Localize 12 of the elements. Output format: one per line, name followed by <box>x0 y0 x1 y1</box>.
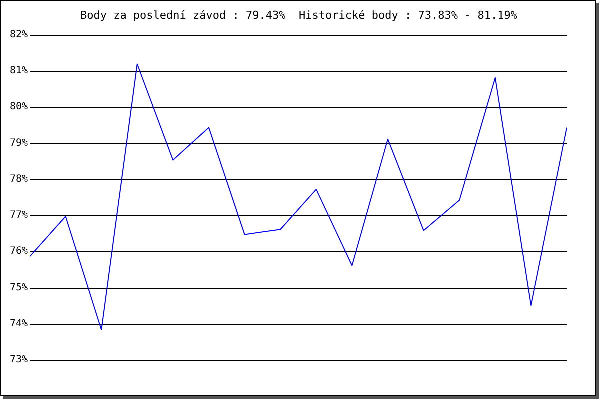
y-tick-label: 74% <box>10 318 28 330</box>
y-tick-label: 80% <box>10 102 28 113</box>
y-tick-label: 77% <box>10 210 28 222</box>
y-tick-label: 78% <box>10 174 28 185</box>
y-tick-label: 79% <box>10 138 28 149</box>
y-tick-label: 81% <box>10 66 28 77</box>
chart-title: Body za poslední závod : 79.43% Historické body : 73.83% - 81.19% <box>80 9 518 22</box>
y-tick-label: 75% <box>10 282 28 294</box>
y-tick-label: 73% <box>10 354 28 366</box>
y-tick-label: 82% <box>10 30 28 40</box>
y-tick-label: 76% <box>10 246 28 258</box>
line-series <box>30 64 568 331</box>
